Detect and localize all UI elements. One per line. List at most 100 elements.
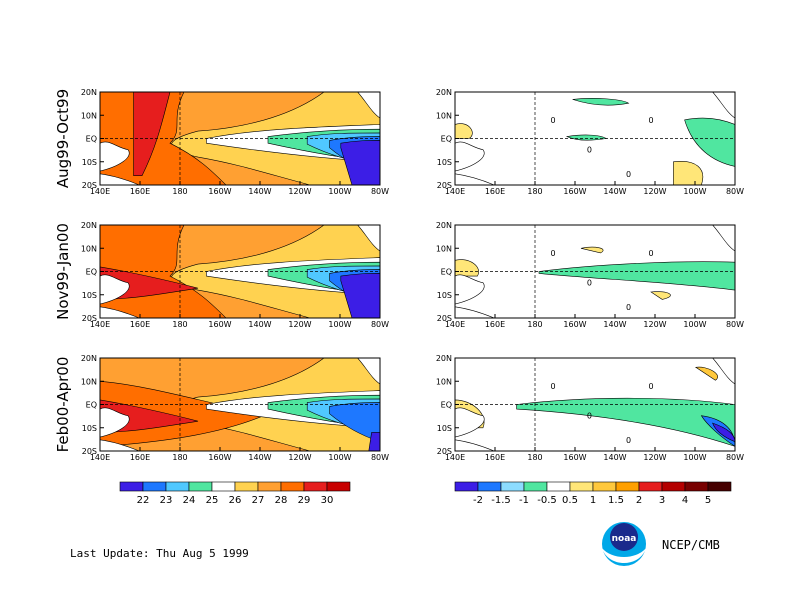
lon-tick-label: 140W (603, 320, 626, 329)
colorbar-label: 25 (206, 495, 219, 506)
contour-region (340, 140, 380, 185)
land-outline (100, 274, 130, 305)
lon-tick-label: 160E (485, 187, 505, 196)
land-outline (100, 439, 140, 451)
contour-label: 0 (648, 249, 653, 258)
contour-label: 0 (648, 382, 653, 391)
lat-tick-label: 10N (436, 111, 452, 120)
colorbar-swatch (303, 481, 328, 492)
colorbar-swatch (615, 481, 640, 492)
lon-tick-label: 120W (643, 320, 666, 329)
lon-tick-label: 160W (208, 187, 231, 196)
lon-tick-label: 120W (643, 453, 666, 462)
lon-tick-label: 140W (603, 453, 626, 462)
colorbar-label: 3 (659, 495, 665, 506)
colorbar-label: 30 (321, 495, 334, 506)
land-outline (712, 358, 735, 385)
lon-tick-label: 100W (683, 453, 706, 462)
lat-tick-label: 10N (81, 244, 97, 253)
colorbar-label: 28 (275, 495, 288, 506)
colorbar-swatch (638, 481, 663, 492)
colorbar-label: -1.5 (491, 495, 511, 506)
lat-tick-label: 20N (81, 221, 97, 230)
lon-tick-label: 160E (485, 320, 505, 329)
colorbar-swatch (546, 481, 571, 492)
lat-tick-label: 20N (436, 88, 452, 97)
lat-tick-label: EQ (86, 268, 97, 277)
lat-tick-label: 10S (82, 424, 97, 433)
colorbar-label: 22 (137, 495, 150, 506)
lon-tick-label: 120W (288, 320, 311, 329)
contour-region (684, 117, 735, 167)
colorbar-label: 0.5 (562, 495, 578, 506)
land-outline (712, 225, 735, 252)
contour-region (580, 246, 604, 254)
lon-tick-label: 180 (527, 453, 542, 462)
lat-tick-label: 10S (82, 158, 97, 167)
colorbar-label: -0.5 (537, 495, 557, 506)
lon-tick-label: 160E (130, 187, 150, 196)
colorbar-label: 4 (682, 495, 688, 506)
lon-tick-label: 80W (371, 187, 389, 196)
contour-region (572, 98, 630, 106)
lon-tick-label: 100W (683, 187, 706, 196)
anomaly-colorbar: -2 -1.5 -1 -0.5 0.5 1 1.5 2 3 4 5 (454, 481, 732, 506)
colorbar-label: -1 (519, 495, 529, 506)
lat-tick-label: 20N (436, 221, 452, 230)
lat-tick-label: 20N (81, 88, 97, 97)
lon-tick-label: 160W (208, 453, 231, 462)
colorbar-swatch (165, 481, 190, 492)
colorbar-label: 23 (160, 495, 173, 506)
season-label: Nov99-Jan00 (54, 223, 72, 320)
lon-tick-label: 160W (563, 187, 586, 196)
lat-tick-label: EQ (441, 135, 452, 144)
contour-region (516, 397, 735, 447)
contour-region (455, 259, 479, 277)
colorbar-swatch (326, 481, 351, 492)
colorbar-swatch (119, 481, 144, 492)
lat-tick-label: 10N (436, 244, 452, 253)
contour-label: 0 (587, 412, 592, 421)
colorbar-swatch (188, 481, 213, 492)
credit-text: NCEP/CMB (662, 538, 720, 552)
contour-region (712, 422, 735, 443)
lon-tick-label: 140W (248, 320, 271, 329)
colorbar-swatch (523, 481, 548, 492)
lat-tick-label: 10S (437, 291, 452, 300)
lat-tick-label: EQ (86, 401, 97, 410)
season-label: Feb00-Apr00 (54, 357, 72, 453)
land-outline (357, 358, 380, 385)
lon-tick-label: 160E (130, 453, 150, 462)
lat-tick-label: 20S (437, 314, 452, 323)
land-outline (455, 274, 485, 305)
lat-tick-label: 10S (437, 158, 452, 167)
lon-tick-label: 120W (288, 453, 311, 462)
lon-tick-label: 80W (726, 187, 744, 196)
colorbar-label: 27 (252, 495, 265, 506)
colorbar-swatch (477, 481, 502, 492)
lon-tick-label: 140E (90, 320, 110, 329)
lat-tick-label: EQ (441, 401, 452, 410)
lon-tick-label: 160E (485, 453, 505, 462)
lon-tick-label: 100W (328, 453, 351, 462)
lon-tick-label: 160W (563, 320, 586, 329)
contour-region (340, 273, 380, 318)
contour-region (650, 291, 671, 300)
lat-tick-label: EQ (441, 268, 452, 277)
lat-tick-label: 10S (82, 291, 97, 300)
contour-label: 0 (626, 303, 631, 312)
noaa-logo-text: noaa (612, 534, 637, 544)
lon-tick-label: 140E (90, 453, 110, 462)
lon-tick-label: 160W (208, 320, 231, 329)
land-outline (100, 407, 130, 438)
land-outline (455, 407, 485, 438)
noaa-logo: noaa (602, 522, 646, 566)
lon-tick-label: 80W (726, 320, 744, 329)
colorbar-swatch (684, 481, 709, 492)
land-outline (712, 92, 735, 119)
